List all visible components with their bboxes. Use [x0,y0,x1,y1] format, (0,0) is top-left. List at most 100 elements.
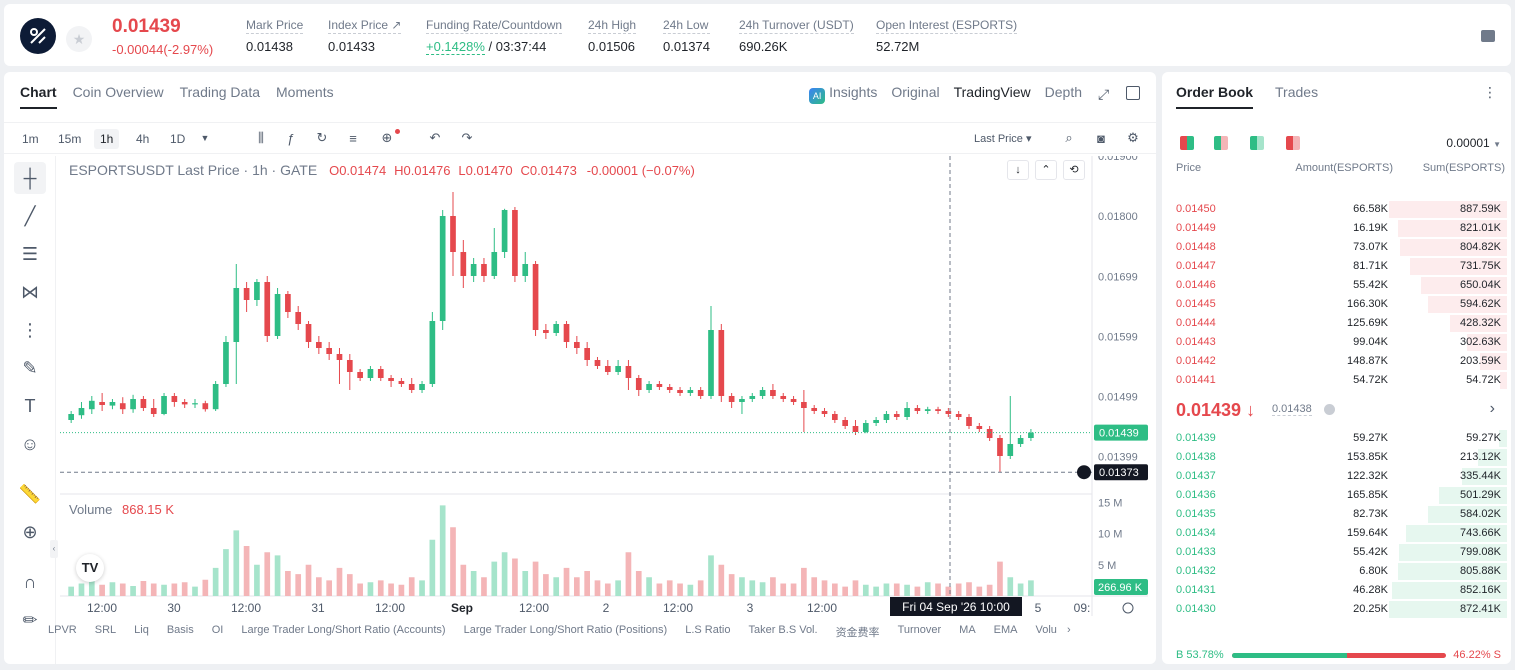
indicator-ls-positions[interactable]: Large Trader Long/Short Ratio (Positions… [463,624,668,636]
price-type-select[interactable]: Last Price ▾ [974,133,1032,145]
horizontal-lines-icon[interactable]: ☰ [21,243,39,264]
ask-row[interactable]: 0.01448 73.07K 804.82K [1162,238,1511,257]
tab-insights[interactable]: AI Insights [809,84,877,104]
last-price: 0.01439 [112,16,181,37]
pencil-lock-icon[interactable]: ✏ [22,609,38,630]
bid-row[interactable]: 0.01434 159.64K 743.66K [1162,524,1511,543]
refresh-icon[interactable]: ↻ [316,130,328,145]
indicator-lpvr[interactable]: LPVR [48,624,77,636]
reset-icon[interactable]: ⟲ [1063,160,1085,180]
tab-tradingview[interactable]: TradingView [953,84,1031,100]
indicator-funding[interactable]: 资金费率 [835,627,880,639]
emoji-icon[interactable]: ☺ [20,433,40,454]
precision-select[interactable]: 0.00001 ▼ [1446,136,1501,150]
favorite-star-icon[interactable]: ★ [66,26,92,52]
view-depth-icon[interactable] [1286,136,1300,150]
book-icon[interactable] [1481,30,1495,42]
pattern-icon[interactable]: ⋈ [21,281,39,302]
tab-trading-data[interactable]: Trading Data [179,84,261,100]
ask-row[interactable]: 0.01450 66.58K 887.59K [1162,200,1511,219]
crosshair-icon[interactable]: ┼ [14,162,46,194]
candle-body [625,366,632,378]
indicator-turnover[interactable]: Turnover [897,624,942,636]
candle-body [78,408,85,416]
trendline-icon[interactable]: ╱ [24,205,36,226]
candle-body [584,348,590,360]
chart-panel: Chart Coin Overview Trading Data Moments… [4,72,1156,664]
ask-row[interactable]: 0.01444 125.69K 428.32K [1162,314,1511,333]
timeframe-1d[interactable]: 1D [170,132,186,146]
collapse-left-icon[interactable]: ‹ [50,540,58,558]
volume-bar [192,586,198,596]
candlestick-chart[interactable]: 0.01900 0.01800 0.01699 0.01599 0.01499 0.013… [60,156,1148,616]
candle-type-icon[interactable]: ⫼ [258,130,264,145]
indicator-ls-ratio[interactable]: L.S Ratio [685,624,731,636]
tab-trades[interactable]: Trades [1275,84,1319,100]
view-bids-icon[interactable] [1250,136,1264,150]
bid-row[interactable]: 0.01433 55.42K 799.08K [1162,543,1511,562]
bid-row[interactable]: 0.01431 46.28K 852.16K [1162,581,1511,600]
tab-original[interactable]: Original [891,84,940,100]
ask-row[interactable]: 0.01441 54.72K 54.72K [1162,371,1511,390]
indicators-icon[interactable]: ƒ [287,130,295,146]
tab-order-book[interactable]: Order Book [1176,84,1254,109]
indicator-volume[interactable]: Volu [1035,624,1057,636]
indicator-taker-vol[interactable]: Taker B.S Vol. [748,624,818,636]
timeframe-4h[interactable]: 4h [136,132,150,146]
bid-row[interactable]: 0.01437 122.32K 335.44K [1162,467,1511,486]
bid-row[interactable]: 0.01436 165.85K 501.29K [1162,486,1511,505]
chevron-down-icon[interactable]: ▼ [200,133,210,143]
timeframe-1h[interactable]: 1h [94,129,120,149]
zoom-in-icon[interactable]: ⊕ [22,521,38,542]
indicator-oi[interactable]: OI [211,624,224,636]
layout-icon[interactable] [1126,86,1140,100]
redo-icon[interactable]: ↷ [461,130,473,145]
indicator-ma[interactable]: MA [959,624,976,636]
ask-row[interactable]: 0.01449 16.19K 821.01K [1162,219,1511,238]
view-both-icon[interactable] [1180,136,1194,150]
brush-icon[interactable]: ✎ [22,357,38,378]
fib-icon[interactable]: ⋮ [21,319,39,340]
text-tool-icon[interactable]: T [24,395,36,416]
timeframe-1m[interactable]: 1m [22,132,39,146]
magnet-icon[interactable]: ∩ [23,571,37,592]
ask-row[interactable]: 0.01447 81.71K 731.75K [1162,257,1511,276]
indicator-ls-accounts[interactable]: Large Trader Long/Short Ratio (Accounts) [241,624,446,636]
indicator-basis[interactable]: Basis [166,624,194,636]
ask-row[interactable]: 0.01443 99.04K 302.63K [1162,333,1511,352]
indicator-liq[interactable]: Liq [134,624,149,636]
ask-row[interactable]: 0.01442 148.87K 203.59K [1162,352,1511,371]
bid-row[interactable]: 0.01439 59.27K 59.27K [1162,429,1511,448]
tab-coin-overview[interactable]: Coin Overview [72,84,164,100]
search-icon[interactable]: ⌕ [1065,130,1073,145]
arrow-down-icon[interactable]: ↓ [1007,160,1029,180]
tab-chart[interactable]: Chart [20,84,57,109]
bid-row[interactable]: 0.01430 20.25K 872.41K [1162,600,1511,619]
ruler-icon[interactable]: 📏 [18,483,42,504]
candle-body [832,414,838,420]
bid-row[interactable]: 0.01438 153.85K 213.12K [1162,448,1511,467]
tab-depth[interactable]: Depth [1044,84,1082,100]
ask-row[interactable]: 0.01446 55.42K 650.04K [1162,276,1511,295]
bid-row[interactable]: 0.01432 6.80K 805.88K [1162,562,1511,581]
ask-row[interactable]: 0.01445 166.30K 594.62K [1162,295,1511,314]
template-icon[interactable]: ≡ [349,130,357,146]
settings-gear-icon[interactable]: ⚙ [1127,130,1139,145]
chevron-right-icon[interactable]: › [1066,624,1071,636]
camera-icon[interactable]: ◙ [1097,130,1105,146]
collapse-icon[interactable]: ⌃ [1035,160,1057,180]
indicator-ema[interactable]: EMA [993,624,1018,636]
add-indicator-icon[interactable]: ⊕ [381,130,393,145]
indicator-srl[interactable]: SRL [94,624,117,636]
timeframe-15m[interactable]: 15m [58,132,82,146]
expand-icon[interactable]: ⤢ [1098,86,1110,102]
undo-icon[interactable]: ↶ [429,130,441,145]
chevron-right-icon[interactable]: › [1489,400,1495,417]
volume-bar [512,558,518,596]
candle-body [285,294,291,312]
view-asks-icon[interactable] [1214,136,1228,150]
row-price: 0.01441 [1176,374,1216,386]
more-icon[interactable]: ⋮ [1483,84,1497,100]
bid-row[interactable]: 0.01435 82.73K 584.02K [1162,505,1511,524]
tab-moments[interactable]: Moments [276,84,334,100]
